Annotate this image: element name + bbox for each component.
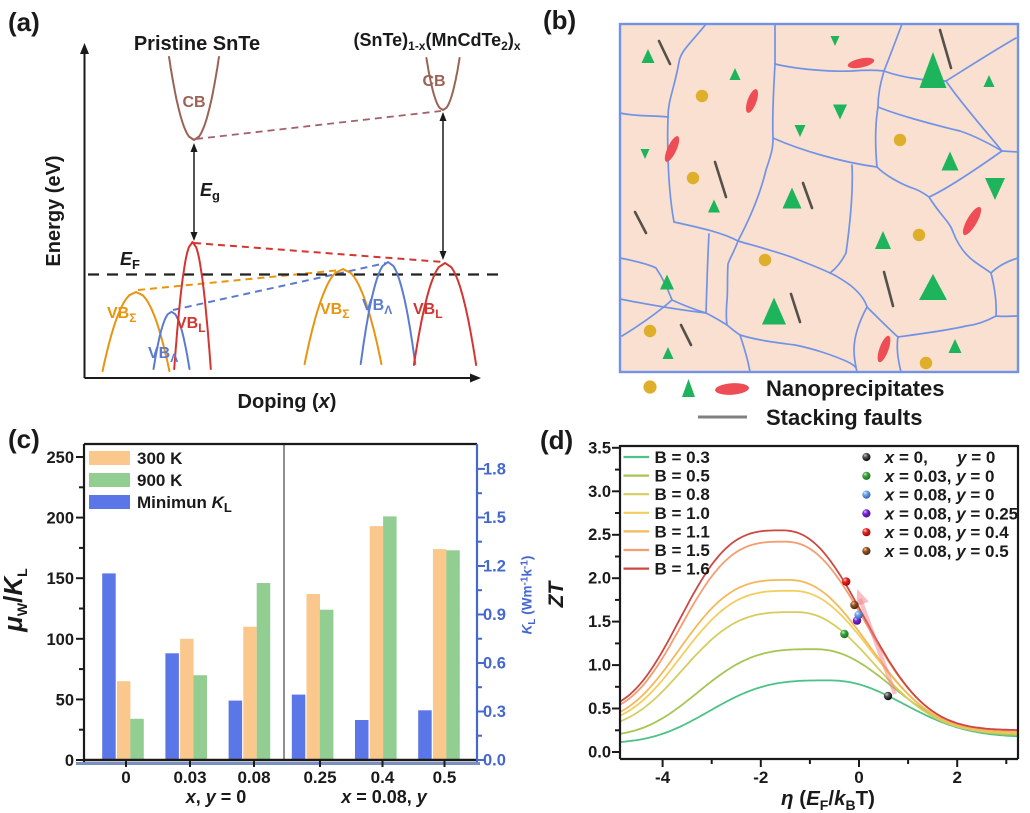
svg-text:Eg: Eg <box>200 180 220 203</box>
svg-text:3.0: 3.0 <box>588 483 611 501</box>
svg-text:KL (Wm-1k-1): KL (Wm-1k-1) <box>520 556 539 635</box>
svg-text:x = 0.08, y: x = 0.08, y <box>340 787 428 807</box>
svg-text:0.9: 0.9 <box>483 606 506 624</box>
svg-text:0.3: 0.3 <box>483 703 506 721</box>
svg-text:y = 0: y = 0 <box>956 448 995 467</box>
svg-text:0.4: 0.4 <box>371 768 395 787</box>
svg-text:(SnTe)1-x(MnCdTe2)x: (SnTe)1-x(MnCdTe2)x <box>353 30 520 53</box>
svg-text:(a): (a) <box>8 7 40 37</box>
svg-text:VBΛ: VBΛ <box>148 345 178 365</box>
svg-text:x = 0.08, y = 0: x = 0.08, y = 0 <box>884 486 995 505</box>
svg-text:0.25: 0.25 <box>303 768 336 787</box>
svg-text:ZT: ZT <box>545 580 568 609</box>
svg-text:B = 1.6: B = 1.6 <box>655 560 710 579</box>
svg-text:Nanoprecipitates: Nanoprecipitates <box>766 376 945 401</box>
svg-text:B = 1.0: B = 1.0 <box>655 504 710 523</box>
svg-text:50: 50 <box>56 691 74 709</box>
svg-text:x = 0.08, y = 0.5: x = 0.08, y = 0.5 <box>884 542 1009 561</box>
svg-text:B = 0.5: B = 0.5 <box>655 467 710 486</box>
svg-text:0.5: 0.5 <box>433 768 457 787</box>
svg-text:0.08: 0.08 <box>237 768 270 787</box>
svg-text:300 K: 300 K <box>137 449 183 468</box>
svg-text:x = 0,: x = 0, <box>884 448 928 467</box>
svg-text:2: 2 <box>952 768 961 787</box>
svg-text:100: 100 <box>46 631 74 649</box>
svg-text:2.5: 2.5 <box>588 526 611 544</box>
svg-text:(c): (c) <box>8 424 40 454</box>
svg-text:x = 0.08, y = 0.25: x = 0.08, y = 0.25 <box>884 504 1018 523</box>
svg-text:0.5: 0.5 <box>588 700 611 718</box>
svg-text:(d): (d) <box>540 425 573 455</box>
svg-text:3.5: 3.5 <box>588 439 611 457</box>
svg-text:0.0: 0.0 <box>588 744 611 762</box>
svg-text:EF: EF <box>120 249 140 272</box>
svg-text:VBΛ: VBΛ <box>362 297 392 317</box>
svg-text:0.6: 0.6 <box>483 655 506 673</box>
svg-text:Stacking faults: Stacking faults <box>766 405 922 430</box>
svg-text:250: 250 <box>46 449 74 467</box>
svg-text:B = 0.8: B = 0.8 <box>655 485 710 504</box>
svg-text:2.0: 2.0 <box>588 570 611 588</box>
svg-text:200: 200 <box>46 510 74 528</box>
svg-text:B = 1.1: B = 1.1 <box>655 522 710 541</box>
svg-text:B = 0.3: B = 0.3 <box>655 448 710 467</box>
svg-text:1.0: 1.0 <box>588 657 611 675</box>
svg-text:η (EF/kBT): η (EF/kBT) <box>781 787 875 813</box>
svg-text:B = 1.5: B = 1.5 <box>655 541 710 560</box>
svg-text:VBL: VBL <box>413 301 443 321</box>
svg-text:Pristine SnTe: Pristine SnTe <box>134 33 260 55</box>
svg-text:0: 0 <box>121 768 130 787</box>
svg-text:150: 150 <box>46 570 74 588</box>
svg-text:VBΣ: VBΣ <box>320 301 349 321</box>
svg-text:1.8: 1.8 <box>483 460 506 478</box>
svg-text:1.2: 1.2 <box>483 558 506 576</box>
svg-text:900 K: 900 K <box>137 471 183 490</box>
svg-text:VBL: VBL <box>176 315 206 335</box>
svg-text:μW/KL: μW/KL <box>0 568 30 633</box>
svg-text:Minimun KL: Minimun KL <box>137 493 232 515</box>
svg-text:0: 0 <box>65 752 74 770</box>
svg-text:Doping (x): Doping (x) <box>238 391 337 413</box>
svg-text:CB: CB <box>182 94 205 111</box>
svg-text:-4: -4 <box>655 768 671 787</box>
svg-text:Energy (eV): Energy (eV) <box>43 155 65 266</box>
svg-text:x = 0.03, y = 0: x = 0.03, y = 0 <box>884 467 995 486</box>
svg-text:0.03: 0.03 <box>173 768 206 787</box>
svg-text:(b): (b) <box>543 5 576 35</box>
svg-text:1.5: 1.5 <box>588 613 611 631</box>
svg-text:VBΣ: VBΣ <box>107 305 136 325</box>
svg-text:x = 0.08, y = 0.4: x = 0.08, y = 0.4 <box>884 523 1009 542</box>
svg-text:1.5: 1.5 <box>483 509 506 527</box>
svg-text:0.0: 0.0 <box>483 752 506 770</box>
svg-text:0: 0 <box>854 768 863 787</box>
svg-text:-2: -2 <box>753 768 768 787</box>
svg-text:CB: CB <box>422 73 445 90</box>
svg-text:x, y = 0: x, y = 0 <box>185 787 247 807</box>
